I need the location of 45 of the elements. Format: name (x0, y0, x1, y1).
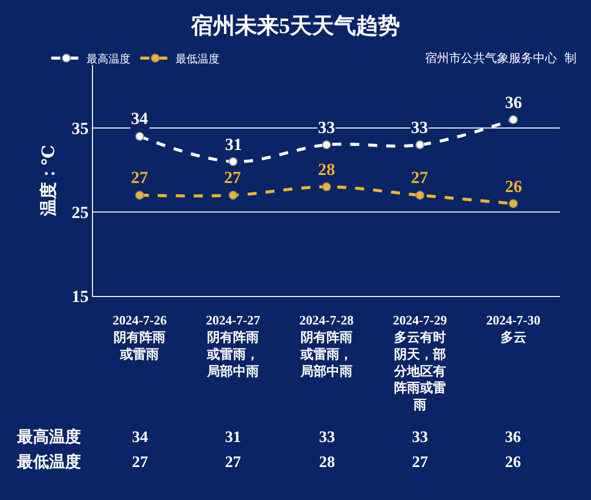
data-label: 34 (132, 429, 148, 446)
data-label: 27 (132, 454, 148, 471)
text: 最高温度 (17, 429, 81, 446)
text: 33 (411, 118, 428, 137)
text: 31 (225, 135, 242, 154)
text: 27 (224, 168, 241, 187)
y-tick-label: 15 (72, 286, 89, 306)
x-tick-label: 2024-7-30多云 (486, 312, 540, 344)
legend-label: 最低温度 (175, 52, 220, 66)
legend-label: 最高温度 (86, 52, 130, 66)
text: 26 (505, 177, 522, 196)
data-label: 31 (225, 429, 241, 446)
data-label: 33 (412, 429, 428, 446)
data-label: 27 (225, 454, 241, 471)
x-tick-label: 2024-7-26阴有阵雨或雷雨 (112, 312, 168, 362)
text: 27 (411, 168, 428, 187)
text: 33 (318, 118, 335, 137)
point (228, 157, 238, 166)
data-label: 28 (319, 454, 335, 471)
point (415, 140, 424, 150)
y-axis-title: 温度：℃ (39, 144, 58, 218)
point (508, 199, 518, 208)
point (228, 190, 238, 200)
annotation: 宿州市公共气象服务中心 制 (425, 51, 577, 65)
point (415, 190, 424, 200)
x-tick-label: 2024-7-28阴有阵雨或雷雨，局部中雨 (299, 312, 354, 378)
data-label: 33 (319, 429, 335, 446)
data-label: 27 (412, 454, 428, 471)
y-tick-label: 25 (72, 202, 89, 222)
text: 28 (318, 160, 335, 179)
text: 最低温度 (17, 454, 81, 471)
text: 27 (131, 168, 148, 187)
data-label: 26 (505, 454, 521, 471)
point (322, 140, 331, 150)
text: 34 (131, 109, 148, 128)
data-label: 36 (505, 429, 521, 446)
text: 36 (505, 93, 522, 112)
y-tick-label: 35 (72, 118, 89, 138)
x-tick-label: 2024-7-29多云有时阴天，部分地区有阵雨或雷雨 (392, 312, 448, 412)
point (135, 132, 144, 141)
point (135, 190, 144, 200)
chart-title: 宿州未来5天天气趋势 (190, 12, 400, 38)
x-tick-label: 2024-7-27阴有阵雨或雷雨，局部中雨 (206, 312, 261, 378)
point (508, 115, 518, 124)
point (322, 182, 331, 192)
